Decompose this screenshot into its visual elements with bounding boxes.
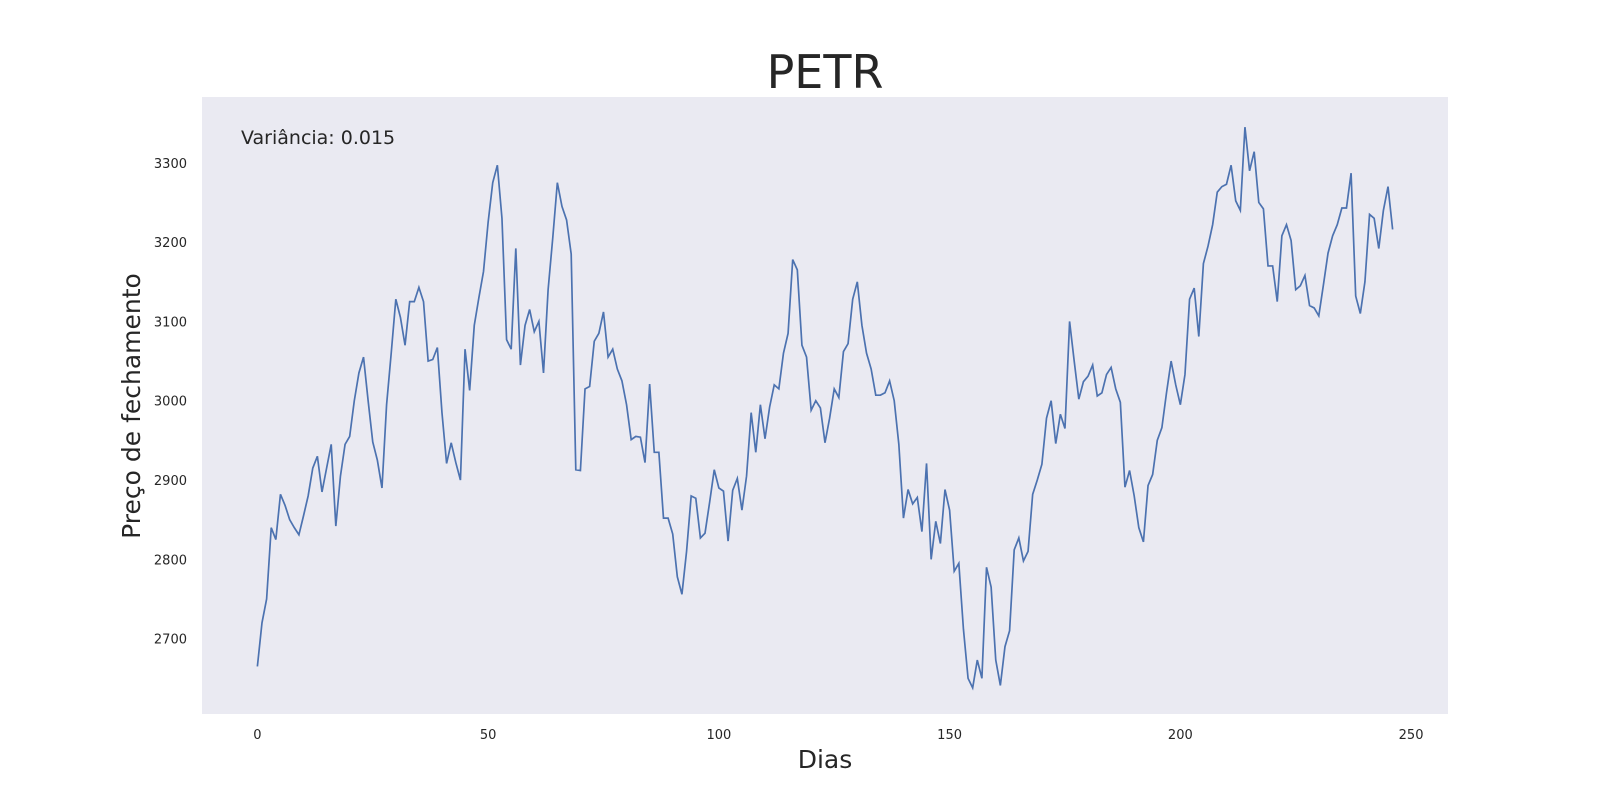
chart-title: PETR xyxy=(767,45,884,99)
y-tick-label: 3000 xyxy=(154,395,187,410)
series-line-petr xyxy=(256,127,1394,691)
x-tick-label: 100 xyxy=(706,728,731,743)
plot-background xyxy=(202,97,1448,714)
y-tick-label: 3200 xyxy=(154,236,187,251)
x-axis-title: Dias xyxy=(798,745,853,774)
y-tick-label: 3300 xyxy=(154,157,187,172)
x-tick-label: 50 xyxy=(480,728,497,743)
y-tick-label: 2800 xyxy=(154,553,187,568)
y-tick-label: 3100 xyxy=(154,315,187,330)
y-tick-label: 2900 xyxy=(154,474,187,489)
y-axis-title: Preço de fechamento xyxy=(117,273,146,539)
x-tick-label: 250 xyxy=(1399,728,1424,743)
x-tick-label: 0 xyxy=(253,728,261,743)
annotation-variance: Variância: 0.015 xyxy=(241,127,395,149)
x-tick-label: 200 xyxy=(1168,728,1193,743)
x-tick-label: 150 xyxy=(937,728,962,743)
y-tick-label: 2700 xyxy=(154,633,187,648)
